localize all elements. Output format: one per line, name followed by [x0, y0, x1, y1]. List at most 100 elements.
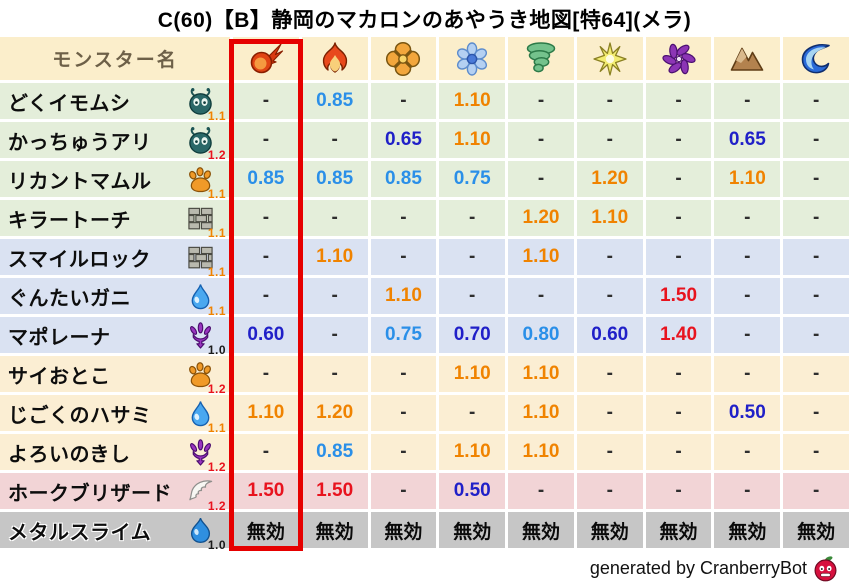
- value-cell: 無効: [783, 512, 849, 548]
- value-cell: -: [645, 473, 712, 509]
- type-multiplier: 1.2: [207, 459, 226, 474]
- value-cell: -: [783, 317, 849, 353]
- value-cell: 無効: [370, 512, 437, 548]
- value-cell: 0.85: [301, 161, 368, 197]
- value-cell: -: [576, 278, 643, 314]
- element-header-cell: [508, 37, 574, 80]
- value-cell: -: [783, 395, 849, 431]
- element-header-cell: [783, 37, 849, 80]
- value-cell: -: [783, 122, 849, 158]
- value-cell: 無効: [301, 512, 368, 548]
- type-multiplier: 1.0: [207, 537, 226, 552]
- value-cell: -: [783, 434, 849, 470]
- element-header-cell: [576, 37, 643, 80]
- value-cell: -: [714, 434, 781, 470]
- cranberry-bot-icon: [812, 555, 839, 582]
- value-cell: 無効: [439, 512, 506, 548]
- monster-name-cell: かっちゅうアリ 1.2: [0, 122, 230, 162]
- element-header-cell: [301, 37, 368, 80]
- monster-name: どくイモムシ: [8, 92, 131, 115]
- value-cell: -: [508, 83, 574, 119]
- value-cell: 1.10: [508, 434, 574, 470]
- value-cell: -: [576, 434, 643, 470]
- value-cell: -: [645, 239, 712, 275]
- value-cell: -: [645, 161, 712, 197]
- monster-name-cell: よろいのきし 1.2: [0, 434, 230, 474]
- fireball-icon: [248, 41, 284, 77]
- value-cell: 1.10: [508, 356, 574, 392]
- droplet-icon: 1.1: [187, 400, 225, 435]
- value-cell: 0.85: [370, 161, 437, 197]
- value-cell: 1.10: [439, 83, 506, 119]
- value-cell: 1.10: [508, 239, 574, 275]
- bug-icon: 1.1: [187, 87, 225, 123]
- tornado-icon: [523, 41, 559, 77]
- value-cell: -: [645, 395, 712, 431]
- value-cell: -: [783, 278, 849, 314]
- monster-name-cell: どくイモムシ 1.1: [0, 83, 230, 123]
- value-cell: -: [439, 395, 506, 431]
- value-cell: 1.50: [301, 473, 368, 509]
- type-multiplier: 1.2: [207, 147, 226, 162]
- value-cell: -: [714, 356, 781, 392]
- value-cell: -: [783, 83, 849, 119]
- value-cell: -: [783, 239, 849, 275]
- type-multiplier: 1.1: [207, 225, 226, 240]
- value-cell: -: [301, 200, 368, 236]
- monster-name-cell: じごくのハサミ 1.1: [0, 395, 230, 435]
- monster-name-cell: ホークブリザード 1.2: [0, 473, 230, 513]
- value-cell: 1.50: [233, 473, 299, 509]
- value-cell: 1.20: [576, 161, 643, 197]
- value-cell: 0.75: [370, 317, 437, 353]
- value-cell: 1.10: [576, 200, 643, 236]
- value-cell: 0.65: [370, 122, 437, 158]
- value-cell: -: [508, 161, 574, 197]
- value-cell: 0.80: [508, 317, 574, 353]
- mountain-icon: [729, 41, 765, 77]
- monster-name: じごくのハサミ: [8, 404, 152, 427]
- value-cell: -: [783, 473, 849, 509]
- trident-icon: 1.2: [187, 438, 225, 474]
- value-cell: 1.10: [508, 395, 574, 431]
- value-cell: -: [645, 200, 712, 236]
- element-header-cell: [233, 37, 299, 80]
- value-cell: -: [576, 356, 643, 392]
- value-cell: 1.10: [439, 122, 506, 158]
- value-cell: 0.70: [439, 317, 506, 353]
- paw-icon: 1.2: [187, 361, 225, 396]
- value-cell: -: [714, 317, 781, 353]
- value-cell: -: [645, 356, 712, 392]
- value-cell: -: [714, 200, 781, 236]
- monster-name: かっちゅうアリ: [8, 131, 152, 154]
- value-cell: -: [370, 356, 437, 392]
- value-cell: -: [370, 473, 437, 509]
- snowflake-icon: [454, 41, 490, 77]
- value-cell: 0.60: [576, 317, 643, 353]
- value-cell: -: [714, 83, 781, 119]
- monster-name: ぐんたいガニ: [8, 287, 131, 310]
- value-cell: -: [645, 83, 712, 119]
- value-cell: 1.10: [370, 278, 437, 314]
- trident-icon: 1.0: [187, 321, 225, 357]
- value-cell: 1.10: [233, 395, 299, 431]
- value-cell: 1.10: [714, 161, 781, 197]
- value-cell: -: [301, 122, 368, 158]
- value-cell: 無効: [576, 512, 643, 548]
- value-cell: -: [233, 239, 299, 275]
- value-cell: -: [783, 200, 849, 236]
- monster-name-cell: ぐんたいガニ 1.1: [0, 278, 230, 318]
- type-multiplier: 1.1: [207, 303, 226, 318]
- value-cell: 1.10: [301, 239, 368, 275]
- brick-icon: 1.1: [187, 205, 225, 240]
- value-cell: -: [370, 200, 437, 236]
- value-cell: -: [370, 434, 437, 470]
- value-cell: 0.75: [439, 161, 506, 197]
- value-cell: 0.50: [439, 473, 506, 509]
- value-cell: -: [370, 83, 437, 119]
- type-multiplier: 1.0: [207, 342, 226, 357]
- monster-name-cell: スマイルロック 1.1: [0, 239, 230, 279]
- value-cell: -: [645, 122, 712, 158]
- value-cell: -: [233, 434, 299, 470]
- value-cell: -: [576, 122, 643, 158]
